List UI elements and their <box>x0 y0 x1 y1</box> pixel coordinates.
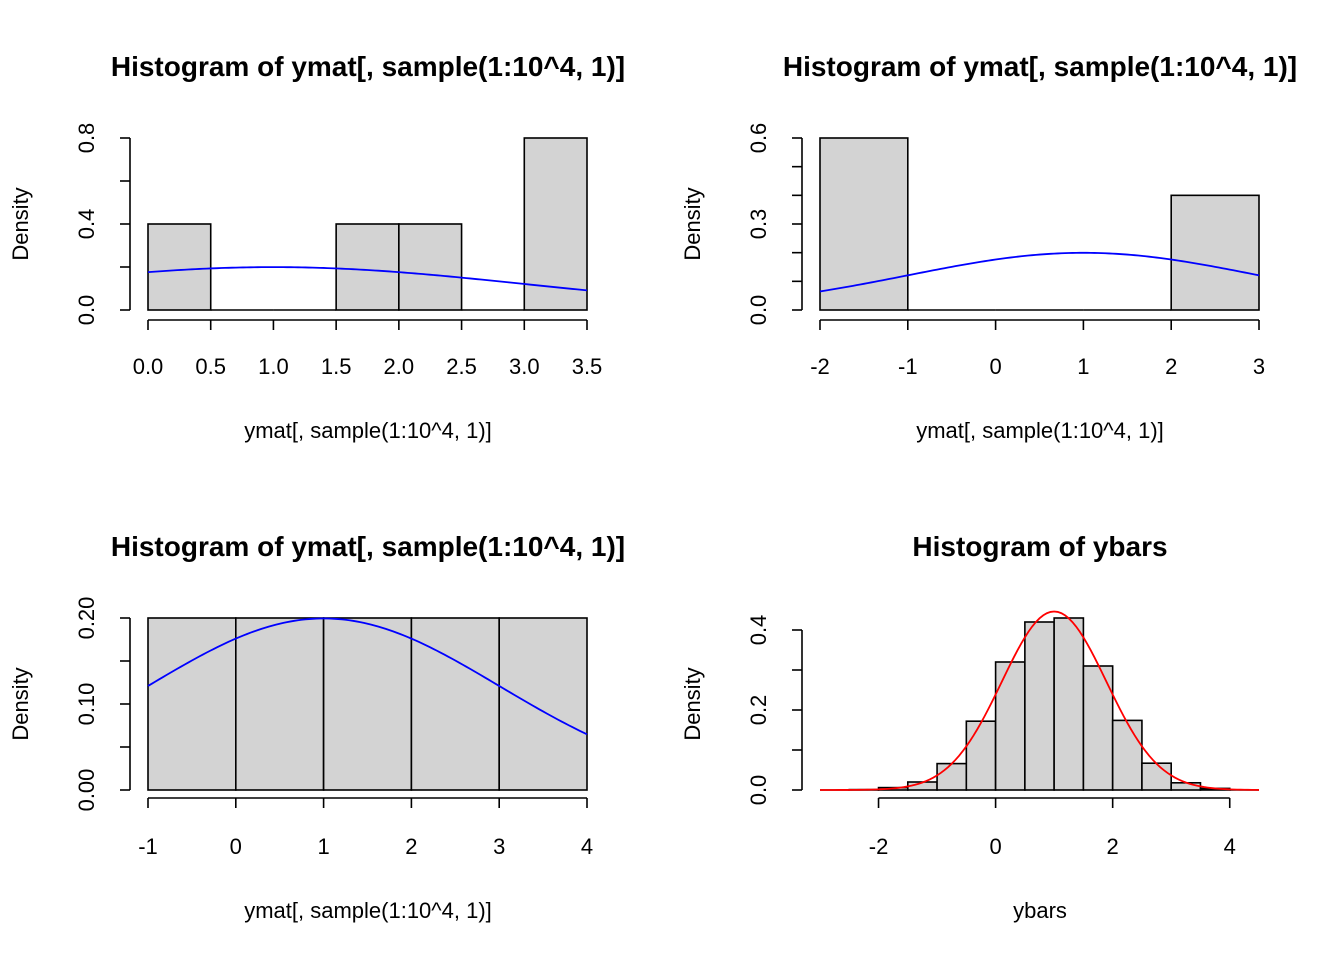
panel-title: Histogram of ymat[, sample(1:10^4, 1)] <box>111 531 625 562</box>
x-tick-label: 0 <box>989 834 1001 859</box>
histogram-bar <box>1111 719 1143 791</box>
density-curve-group <box>147 617 588 736</box>
density-curve <box>147 266 588 292</box>
density-curve-group <box>819 251 1260 293</box>
density-curve-group <box>147 266 588 292</box>
x-tick-label: 0.0 <box>133 354 164 379</box>
histogram-bar <box>147 223 212 311</box>
x-tick-label: 3.5 <box>572 354 603 379</box>
histogram-bar <box>994 661 1026 791</box>
panel-bottom-left: Histogram of ymat[, sample(1:10^4, 1)] y… <box>8 531 625 923</box>
x-tick-label: 2 <box>1165 354 1177 379</box>
panel-title: Histogram of ymat[, sample(1:10^4, 1)] <box>111 51 625 82</box>
histogram-bar <box>147 617 237 791</box>
y-tick-label: 0.4 <box>746 615 771 646</box>
histogram-bar <box>819 137 909 311</box>
axes: -2 0 2 4 0.0 0.2 0.4 <box>746 615 1236 859</box>
x-tick-label: 1 <box>1077 354 1089 379</box>
x-axis-label: ymat[, sample(1:10^4, 1)] <box>916 418 1164 443</box>
y-tick-label: 0.6 <box>746 123 771 154</box>
x-tick-label: -2 <box>869 834 889 859</box>
histogram-bar <box>965 720 997 791</box>
y-tick-label: 0.10 <box>74 683 99 726</box>
histogram-bars <box>147 617 588 791</box>
axes: 0.0 0.5 1.0 1.5 2.0 2.5 3.0 3.5 0.0 0.4 0.8 <box>74 123 602 379</box>
histogram-bar <box>322 617 413 791</box>
x-tick-label: 3 <box>493 834 505 859</box>
y-tick-label: 0.3 <box>746 209 771 240</box>
y-tick-label: 0.00 <box>74 769 99 812</box>
y-tick-label: 0.4 <box>74 209 99 240</box>
panel-title: Histogram of ybars <box>912 531 1167 562</box>
x-tick-label: 3.0 <box>509 354 540 379</box>
panel-bottom-right: Histogram of ybars ybars Density -2 0 2 4 0.… <box>680 531 1260 923</box>
y-tick-label: 0.8 <box>74 123 99 154</box>
histogram-bar <box>498 617 588 791</box>
x-axis-label: ymat[, sample(1:10^4, 1)] <box>244 418 492 443</box>
histogram-bar <box>936 762 968 791</box>
histogram-bar <box>1141 762 1173 791</box>
density-curve <box>147 617 588 736</box>
histogram-bars <box>147 137 588 311</box>
x-tick-label: 2.0 <box>384 354 415 379</box>
x-tick-label: 2 <box>405 834 417 859</box>
axes: -1 0 1 2 3 4 0.00 0.10 0.20 <box>74 597 593 859</box>
y-tick-label: 0.2 <box>746 695 771 726</box>
x-tick-label: 0 <box>230 834 242 859</box>
x-tick-label: -1 <box>898 354 918 379</box>
histogram-bar <box>1082 665 1114 791</box>
x-tick-label: 3 <box>1253 354 1265 379</box>
x-axis-label: ymat[, sample(1:10^4, 1)] <box>244 898 492 923</box>
x-tick-label: -1 <box>138 834 158 859</box>
x-tick-label: 1 <box>317 834 329 859</box>
histogram-bar <box>335 223 400 311</box>
x-tick-label: 2.5 <box>446 354 477 379</box>
histogram-bars <box>819 137 1260 311</box>
histogram-bar <box>410 617 500 791</box>
y-axis-label: Density <box>8 187 33 260</box>
density-curve-group <box>820 610 1260 791</box>
y-axis-label: Density <box>680 667 705 740</box>
x-tick-label: 1.0 <box>258 354 289 379</box>
density-curve <box>819 251 1260 293</box>
x-tick-label: 4 <box>1224 834 1236 859</box>
x-tick-label: 0 <box>989 354 1001 379</box>
x-axis-label: ybars <box>1013 898 1067 923</box>
density-curve <box>820 610 1260 791</box>
y-tick-label: 0.20 <box>74 597 99 640</box>
histogram-bar <box>1053 617 1085 791</box>
histogram-bar <box>1170 194 1260 311</box>
axes: -2 -1 0 1 2 3 0.0 0.3 0.6 <box>746 123 1265 379</box>
y-tick-label: 0.0 <box>74 295 99 326</box>
x-tick-label: 2 <box>1107 834 1119 859</box>
histogram-bars <box>820 617 1259 791</box>
y-axis-label: Density <box>8 667 33 740</box>
x-tick-label: 1.5 <box>321 354 352 379</box>
y-axis-label: Density <box>680 187 705 260</box>
panel-top-left: Histogram of ymat[, sample(1:10^4, 1)] y… <box>8 51 625 443</box>
x-tick-label: 0.5 <box>195 354 226 379</box>
histogram-bar <box>1024 621 1055 791</box>
histogram-bar <box>398 223 463 311</box>
histogram-bar <box>523 137 588 311</box>
panel-title: Histogram of ymat[, sample(1:10^4, 1)] <box>783 51 1297 82</box>
panel-top-right: Histogram of ymat[, sample(1:10^4, 1)] y… <box>680 51 1297 443</box>
y-tick-label: 0.0 <box>746 295 771 326</box>
histogram-bar <box>235 617 325 791</box>
x-tick-label: 4 <box>581 834 593 859</box>
y-tick-label: 0.0 <box>746 775 771 806</box>
x-tick-label: -2 <box>810 354 830 379</box>
